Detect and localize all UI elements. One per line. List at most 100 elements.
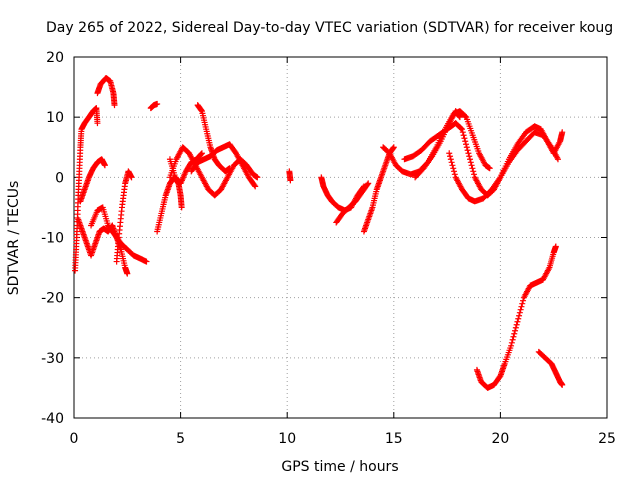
data-point [198,151,205,158]
data-point [447,156,454,163]
data-point [554,156,561,163]
data-point [516,312,523,319]
series-trace-d [75,216,131,277]
data-point [510,333,517,340]
data-point [520,297,527,304]
y-tick-label: 20 [46,50,64,66]
y-axis-label: SDTVAR / TECUs [6,181,22,296]
data-point [460,132,467,139]
data-point [552,243,559,250]
data-point [559,129,566,136]
data-point [467,156,474,163]
data-point [513,321,520,328]
data-point [198,150,205,157]
data-point [458,125,465,132]
series-trace-e [88,204,150,265]
data-point [496,374,503,381]
data-point [519,300,526,307]
series-trace-g [147,100,161,112]
series-trace-v [535,348,566,388]
data-point [518,303,525,310]
data-point [464,147,471,154]
data-point [447,153,454,160]
grid [74,57,607,418]
data-point [517,306,524,313]
data-point [124,270,131,277]
data-point [94,120,101,127]
data-point [465,150,472,157]
series-trace-b [94,75,118,109]
data-point [508,342,515,349]
data-point [509,336,516,343]
data-point [467,159,474,166]
y-tick-label: 10 [46,110,64,126]
data-point [254,174,261,181]
data-point [512,327,519,334]
data-point [154,100,161,107]
data-point [468,162,475,169]
data-point [511,330,518,337]
x-tick-label: 20 [491,431,509,447]
data-point [456,114,463,121]
data-point [469,165,476,172]
data-point [514,318,521,325]
y-tick-label: -10 [41,231,64,247]
data-point [251,182,258,189]
data-points [72,75,566,391]
data-point [364,181,371,188]
series-trace-c [77,156,108,205]
axis-ticks: 0 5 10 15 20 25 -40 -30 -20 -10 0 10 20 [41,50,616,447]
y-tick-label: -20 [41,291,64,307]
data-point [101,162,108,169]
data-point [143,258,150,265]
series-trace-s [446,123,566,205]
data-point [466,153,473,160]
series-trace-o [333,180,372,226]
data-point [471,171,478,178]
data-point [111,102,118,109]
y-tick-label: -40 [41,411,64,427]
data-point [390,144,397,151]
x-axis-label: GPS time / hours [281,459,398,475]
series-trace-u [473,243,559,391]
data-point [486,165,493,172]
data-point [287,177,294,184]
data-point [470,168,477,175]
data-point [451,168,458,175]
data-point [515,315,522,322]
series-trace-m [286,168,294,184]
chart-title: Day 265 of 2022, Sidereal Day-to-day VTE… [46,20,613,36]
data-point [451,171,458,178]
data-point [128,174,135,181]
data-point [559,381,566,388]
data-point [512,324,519,331]
data-point [462,113,469,120]
x-tick-label: 15 [385,431,403,447]
series-trace-p [360,144,397,235]
series-trace-j [194,102,233,175]
y-tick-label: -30 [41,351,64,367]
series-trace-f [113,168,135,265]
data-point [365,180,372,187]
series-trace-t [412,108,463,181]
data-point [178,204,185,211]
data-point [252,183,259,190]
data-point [463,144,470,151]
series-trace-q [380,108,493,178]
series-trace-a [72,105,101,274]
x-tick-label: 0 [70,431,79,447]
data-point [459,129,466,136]
data-point [463,141,470,148]
data-point [462,138,469,145]
data-point [508,339,515,346]
data-point [461,135,468,142]
data-point [446,150,453,157]
series-trace-l [166,144,261,199]
data-point [516,309,523,316]
data-point [449,162,456,169]
data-point [459,126,466,133]
y-tick-label: 0 [55,170,64,186]
x-tick-label: 10 [278,431,296,447]
x-tick-label: 5 [176,431,185,447]
